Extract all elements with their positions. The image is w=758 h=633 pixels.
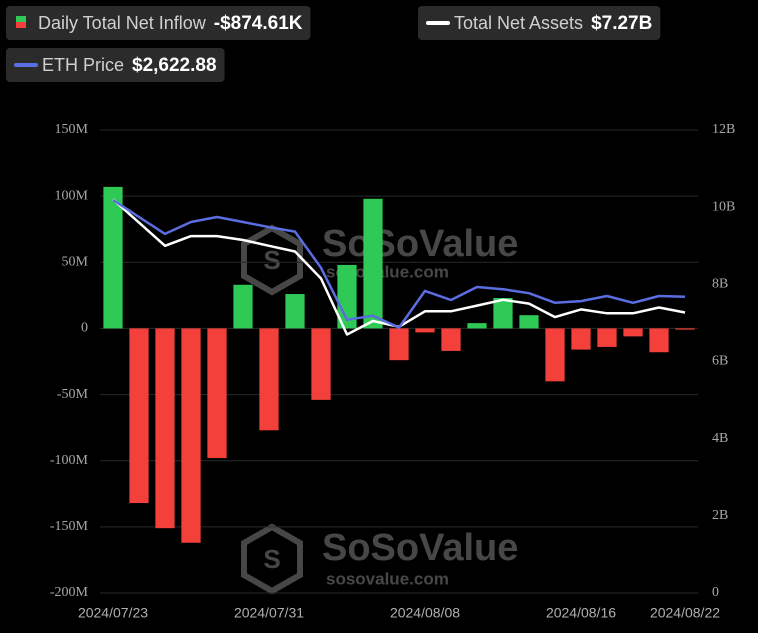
watermark-brand: SoSoValue bbox=[322, 223, 518, 265]
line bbox=[112, 198, 686, 329]
bar bbox=[155, 328, 175, 529]
y-tick-label: 50M bbox=[62, 255, 89, 270]
y2-tick-label: 6B bbox=[712, 354, 728, 369]
y2-tick-label: 8B bbox=[712, 277, 728, 292]
watermark-site: sosovalue.com bbox=[326, 569, 449, 588]
legend-value: -$874.61K bbox=[214, 13, 303, 34]
bar bbox=[519, 315, 539, 329]
y-tick-label: 150M bbox=[55, 122, 89, 137]
legend-item: Daily Total Net Inflow -$874.61K bbox=[6, 6, 311, 40]
bar bbox=[649, 328, 669, 353]
bar bbox=[545, 328, 565, 382]
watermark: S SoSoValue sosovalue.com S SoSoValue so… bbox=[241, 223, 518, 595]
legend-label: ETH Price bbox=[42, 55, 124, 75]
bar bbox=[571, 328, 591, 350]
watermark-site: sosovalue.com bbox=[326, 262, 449, 281]
bar bbox=[285, 294, 305, 329]
y2-tick-label: 2B bbox=[712, 508, 728, 523]
y2-tick-label: 12B bbox=[712, 122, 735, 137]
y-tick-label: -100M bbox=[50, 453, 89, 468]
x-tick-label: 2024/08/16 bbox=[546, 605, 616, 621]
bar bbox=[103, 186, 123, 329]
y2-tick-label: 0 bbox=[712, 585, 719, 600]
y-tick-label: -150M bbox=[50, 519, 89, 534]
y-tick-label: 100M bbox=[55, 188, 89, 203]
y-tick-label: 0 bbox=[81, 321, 88, 336]
bar bbox=[129, 328, 149, 504]
x-tick-label: 2024/07/31 bbox=[234, 605, 304, 621]
watermark-logo: S bbox=[241, 224, 303, 296]
bar bbox=[363, 198, 383, 329]
x-tick-label: 2024/07/23 bbox=[78, 605, 148, 621]
bar bbox=[181, 328, 201, 543]
legend-label: Daily Total Net Inflow bbox=[38, 13, 207, 33]
legend: Daily Total Net Inflow -$874.61K Total Net… bbox=[6, 6, 661, 82]
x-tick-label: 2024/08/08 bbox=[390, 605, 460, 621]
y-tick-label: -200M bbox=[50, 585, 89, 600]
bar bbox=[675, 328, 695, 330]
x-tick-label: 2024/08/22 bbox=[650, 605, 720, 621]
legend-label: Total Net Assets bbox=[454, 13, 583, 33]
legend-item: Total Net Assets $7.27B bbox=[418, 6, 661, 40]
legend-box bbox=[6, 6, 311, 40]
legend-item: ETH Price $2,622.88 bbox=[6, 48, 225, 82]
bar bbox=[493, 298, 513, 329]
y2-tick-label: 10B bbox=[712, 199, 735, 214]
bar bbox=[311, 328, 331, 400]
y-tick-label: -50M bbox=[57, 387, 89, 402]
bar bbox=[597, 328, 617, 347]
bar bbox=[389, 328, 409, 361]
bar bbox=[233, 284, 253, 329]
legend-box bbox=[6, 48, 225, 82]
legend-value: $7.27B bbox=[591, 13, 652, 34]
y2-tick-label: 4B bbox=[712, 431, 728, 446]
bar bbox=[623, 328, 643, 337]
watermark-brand: SoSoValue bbox=[322, 527, 518, 569]
legend-swatch bbox=[16, 16, 26, 22]
legend-swatch bbox=[16, 22, 26, 28]
legend-value: $2,622.88 bbox=[132, 55, 217, 76]
watermark-logo: S bbox=[241, 523, 303, 595]
svg-text:S: S bbox=[263, 245, 280, 275]
bar bbox=[259, 328, 279, 431]
bar bbox=[467, 323, 487, 329]
bar bbox=[441, 328, 461, 351]
legend-box bbox=[418, 6, 661, 40]
bar bbox=[207, 328, 227, 459]
svg-text:S: S bbox=[263, 544, 280, 574]
bar bbox=[415, 328, 435, 333]
